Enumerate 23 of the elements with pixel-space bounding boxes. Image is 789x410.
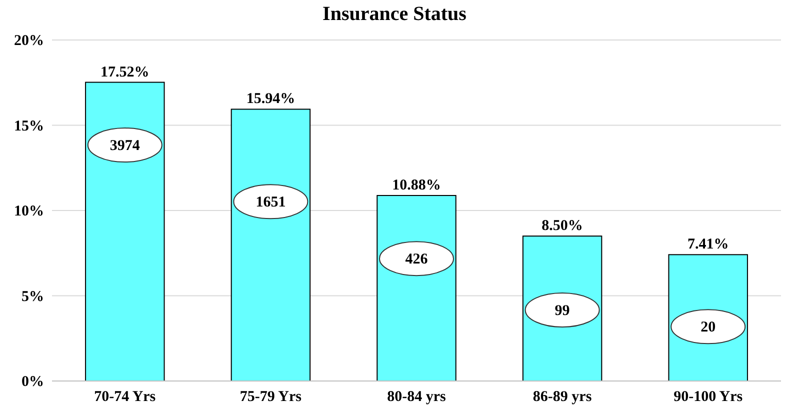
chart-title: Insurance Status: [322, 3, 467, 25]
x-tick-label: 86-89 yrs: [532, 389, 592, 405]
y-tick-label: 5%: [22, 288, 44, 305]
data-label: 15.94%: [246, 91, 296, 108]
x-tick-label: 80-84 yrs: [387, 389, 446, 405]
y-tick-label: 10%: [14, 204, 44, 220]
data-label: 8.50%: [542, 218, 583, 234]
y-tick-label: 0%: [22, 374, 44, 390]
annotation: 99: [554, 302, 570, 319]
annotation: 20: [700, 320, 716, 336]
x-tick-label: 70-74 Yrs: [94, 389, 156, 405]
annotation: 1651: [256, 194, 286, 211]
x-tick-label: 90-100 Yrs: [674, 389, 743, 405]
bar: [230, 108, 311, 382]
annotation: 426: [405, 252, 428, 268]
y-tick-label: 15%: [14, 118, 44, 134]
y-tick-label: 20%: [14, 33, 44, 49]
data-label: 10.88%: [392, 177, 441, 194]
x-tick-label: 75-79 Yrs: [240, 389, 302, 405]
data-label: 7.41%: [687, 236, 729, 253]
annotation: 3974: [110, 138, 140, 154]
bar: [85, 82, 165, 382]
data-label: 17.52%: [100, 64, 150, 80]
